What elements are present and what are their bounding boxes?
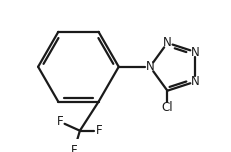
Text: F: F [71, 144, 77, 152]
Text: N: N [163, 36, 172, 49]
Text: N: N [146, 60, 154, 73]
Text: N: N [191, 75, 200, 88]
Text: F: F [57, 115, 63, 128]
Text: N: N [191, 45, 200, 59]
Text: Cl: Cl [161, 101, 173, 114]
Text: F: F [96, 124, 103, 137]
